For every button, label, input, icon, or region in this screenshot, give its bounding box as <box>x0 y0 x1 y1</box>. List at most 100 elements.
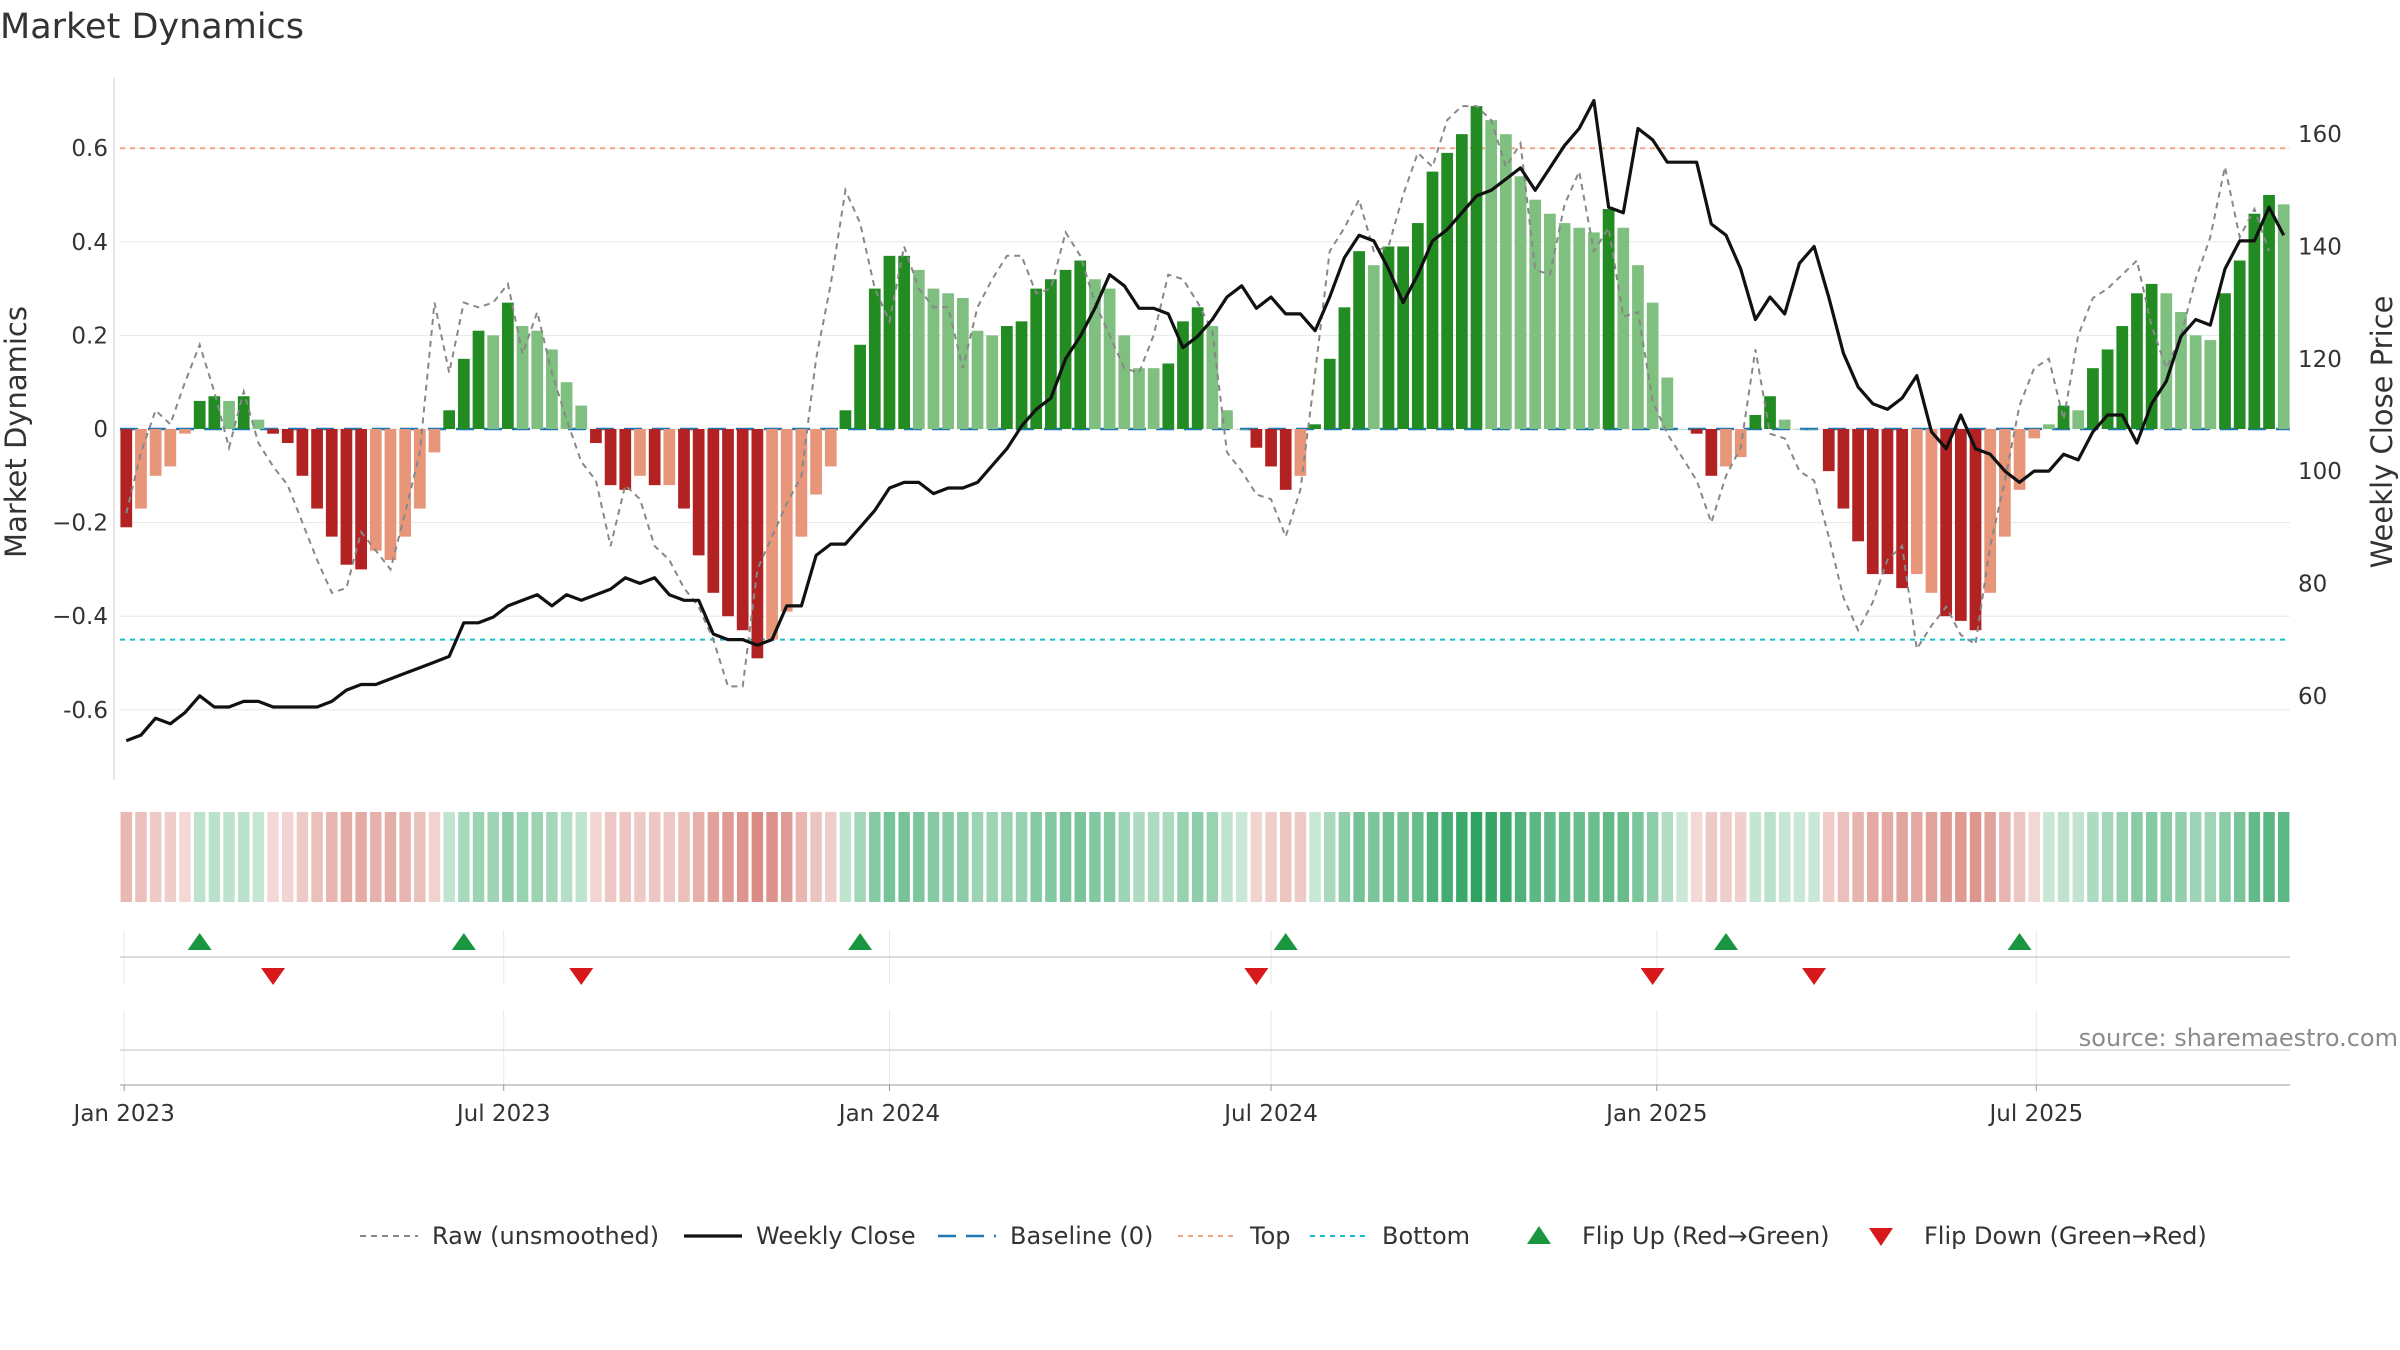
y-tick-label: 0.2 <box>71 323 108 349</box>
y-tick-label: −0.4 <box>52 604 108 630</box>
market-dynamics-bar <box>1529 199 1542 429</box>
market-dynamics-bar <box>399 429 412 537</box>
chart-title: Market Dynamics <box>0 7 304 47</box>
market-dynamics-bar <box>1896 429 1908 589</box>
market-dynamics-bar <box>2131 293 2143 429</box>
market-dynamics-bar <box>428 429 441 453</box>
heatmap-cell <box>619 812 632 902</box>
legend-label: Baseline (0) <box>1010 1222 1153 1250</box>
heatmap-cell <box>1368 812 1380 902</box>
market-dynamics-bar <box>1661 377 1674 429</box>
market-dynamics-bar <box>2028 429 2041 439</box>
heatmap-cell <box>2233 812 2246 902</box>
heatmap-cell <box>590 812 602 902</box>
market-dynamics-bar <box>1646 302 1659 429</box>
heatmap-cell <box>2248 812 2261 902</box>
market-dynamics-bar <box>678 429 690 509</box>
heatmap-cell <box>913 812 925 902</box>
heatmap-cell <box>252 812 265 902</box>
heatmap-cell <box>1749 812 1762 902</box>
market-dynamics-bar <box>751 429 764 659</box>
market-dynamics-bar <box>2072 410 2085 429</box>
heatmap-cell <box>267 812 279 902</box>
heatmap-cell <box>1397 812 1409 902</box>
heatmap-cell <box>957 812 969 902</box>
market-dynamics-bar <box>1353 251 1365 429</box>
heatmap-cell <box>1500 812 1512 902</box>
heatmap-cell <box>560 812 573 902</box>
legend-label: Weekly Close <box>756 1222 916 1250</box>
market-dynamics-bar <box>1720 429 1732 467</box>
market-dynamics-bar <box>1206 326 1219 429</box>
legend-swatch <box>1869 1228 1893 1246</box>
heatmap-cell <box>179 812 191 902</box>
heatmap-cell <box>1470 812 1483 902</box>
heatmap-cell <box>2057 812 2070 902</box>
heatmap-cell <box>1074 812 1086 902</box>
market-dynamics-bar <box>560 382 573 429</box>
market-dynamics-bar <box>780 429 793 612</box>
heatmap-cell <box>795 812 808 902</box>
market-dynamics-bar <box>2160 293 2173 429</box>
heatmap-cell <box>1103 812 1116 902</box>
market-dynamics-bar <box>2219 293 2231 429</box>
flip-down-marker <box>569 968 594 985</box>
source-note: source: sharemaestro.com <box>2079 1024 2398 1052</box>
heatmap-cell <box>1294 812 1307 902</box>
heatmap-cell <box>1852 812 1864 902</box>
heatmap-cell <box>575 812 587 902</box>
heatmap-cell <box>942 812 954 902</box>
market-dynamics-bar <box>1632 265 1644 429</box>
heatmap-cell <box>2043 812 2055 902</box>
y2-tick-label: 100 <box>2298 459 2342 485</box>
heatmap-cell <box>736 812 749 902</box>
market-dynamics-bar <box>1147 368 1160 429</box>
market-dynamics-bar <box>281 429 294 444</box>
market-dynamics-bar <box>472 330 485 429</box>
y2-tick-label: 120 <box>2298 347 2342 373</box>
heatmap-cell <box>810 812 822 902</box>
heatmap-cell <box>927 812 940 902</box>
legend-item: Weekly Close <box>684 1222 916 1250</box>
market-dynamics-bar <box>1969 429 1982 631</box>
market-dynamics-bar <box>1118 335 1131 429</box>
heatmap-cell <box>1309 812 1321 902</box>
market-dynamics-bar <box>1852 429 1864 542</box>
flip-down-marker <box>1802 968 1827 985</box>
market-dynamics-bar <box>839 410 852 429</box>
heatmap-cell <box>2219 812 2231 902</box>
market-dynamics-bar <box>1089 279 1101 429</box>
market-dynamics-bar <box>252 419 265 429</box>
market-dynamics-bar <box>516 326 529 429</box>
heatmap-cell <box>854 812 866 902</box>
market-dynamics-bar <box>2013 429 2026 490</box>
market-dynamics-bar <box>1749 414 1762 429</box>
market-dynamics-bar <box>634 429 646 476</box>
market-dynamics-bar <box>1367 265 1380 429</box>
heatmap-cell <box>898 812 910 902</box>
heatmap-cell <box>648 812 661 902</box>
market-dynamics-bar <box>2145 283 2158 429</box>
heatmap-cell <box>2116 812 2128 902</box>
market-dynamics-bar <box>971 330 984 429</box>
market-dynamics-bar <box>1411 223 1424 429</box>
heatmap-cell <box>399 812 411 902</box>
heatmap-cell <box>1045 812 1057 902</box>
heatmap-cell <box>355 812 367 902</box>
y-tick-label: 0.4 <box>71 230 108 256</box>
heatmap-cell <box>1441 812 1453 902</box>
market-dynamics-bar <box>1074 260 1087 429</box>
y2-axis-label: Weekly Close Price <box>2365 296 2399 569</box>
market-dynamics-bar <box>1441 152 1454 429</box>
market-dynamics-bar <box>1734 429 1747 458</box>
legend-item: Bottom <box>1310 1222 1470 1250</box>
market-dynamics-bar <box>2101 349 2114 429</box>
heatmap-cell <box>531 812 543 902</box>
market-dynamics-bar <box>2233 260 2246 429</box>
heatmap-cell <box>2101 812 2114 902</box>
heatmap-cell <box>1940 812 1952 902</box>
heatmap-cell <box>663 812 676 902</box>
heatmap-cell <box>2263 812 2275 902</box>
legend-label: Bottom <box>1382 1222 1470 1250</box>
legend-swatch <box>1527 1226 1551 1244</box>
